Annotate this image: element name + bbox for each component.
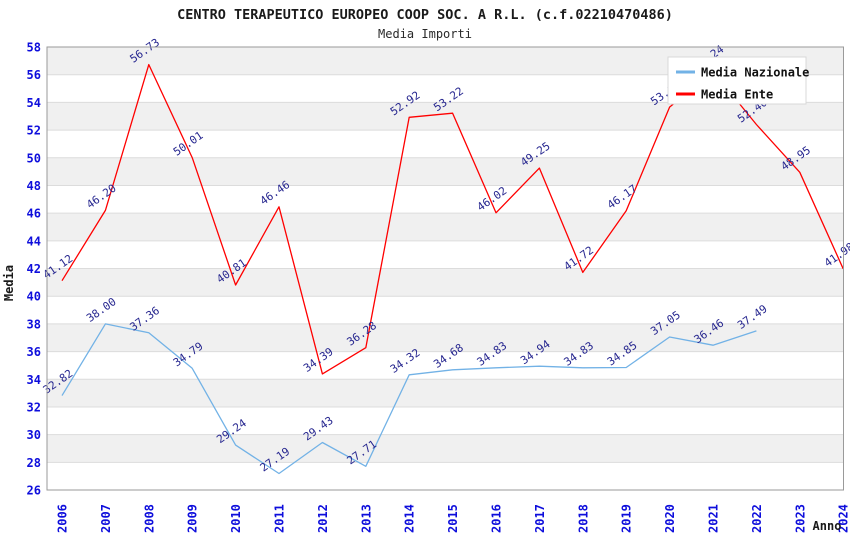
x-tick-label: 2020 bbox=[663, 504, 677, 533]
x-tick-label: 2007 bbox=[99, 504, 113, 533]
x-tick-label: 2024 bbox=[837, 504, 850, 533]
plot-band bbox=[47, 102, 844, 131]
y-tick-label: 56 bbox=[27, 68, 41, 82]
x-tick-label: 2012 bbox=[316, 504, 330, 533]
y-tick-label: 46 bbox=[27, 207, 41, 221]
legend-box bbox=[667, 56, 807, 105]
data-label: 41.98 bbox=[822, 240, 850, 270]
legend-label: Media Nazionale bbox=[701, 66, 809, 80]
x-tick-label: 2019 bbox=[620, 504, 634, 533]
y-tick-label: 52 bbox=[27, 124, 41, 138]
data-label: 46.17 bbox=[605, 182, 640, 212]
x-tick-label: 2011 bbox=[273, 504, 287, 533]
x-tick-label: 2013 bbox=[359, 504, 373, 533]
data-label: 50.01 bbox=[171, 129, 206, 159]
data-label: 38.00 bbox=[84, 295, 119, 325]
y-axis-title: Media bbox=[2, 265, 16, 301]
chart-title: CENTRO TERAPEUTICO EUROPEO COOP SOC. A R… bbox=[177, 7, 673, 23]
y-tick-label: 54 bbox=[27, 96, 41, 110]
y-tick-label: 42 bbox=[27, 262, 41, 276]
chart-subtitle: Media Importi bbox=[378, 27, 472, 41]
data-label: 46.20 bbox=[84, 182, 119, 212]
plot-band bbox=[47, 157, 844, 186]
x-tick-label: 2008 bbox=[142, 504, 156, 533]
plot-band bbox=[47, 379, 844, 407]
data-label: 46.02 bbox=[475, 184, 510, 214]
plot-band bbox=[47, 434, 844, 463]
plot-band bbox=[47, 213, 844, 241]
y-tick-label: 36 bbox=[27, 345, 41, 359]
y-tick-label: 44 bbox=[27, 234, 41, 248]
x-tick-label: 2006 bbox=[56, 504, 70, 533]
y-tick-label: 50 bbox=[27, 151, 41, 165]
y-tick-label: 34 bbox=[27, 373, 41, 387]
y-tick-label: 58 bbox=[27, 41, 41, 55]
y-tick-label: 30 bbox=[27, 428, 41, 442]
legend-label: Media Ente bbox=[701, 88, 773, 102]
x-tick-label: 2015 bbox=[446, 504, 460, 533]
x-tick-label: 2018 bbox=[576, 504, 590, 533]
y-tick-label: 48 bbox=[27, 179, 41, 193]
y-tick-label: 26 bbox=[27, 484, 41, 498]
y-tick-label: 32 bbox=[27, 400, 41, 414]
y-tick-label: 28 bbox=[27, 456, 41, 470]
x-tick-label: 2017 bbox=[533, 504, 547, 533]
y-tick-label: 38 bbox=[27, 317, 41, 331]
x-tick-label: 2022 bbox=[750, 504, 764, 533]
x-tick-label: 2021 bbox=[707, 504, 721, 533]
x-tick-label: 2023 bbox=[793, 504, 807, 533]
x-tick-label: 2016 bbox=[490, 504, 504, 533]
x-tick-label: 2010 bbox=[229, 504, 243, 533]
x-tick-label: 2014 bbox=[403, 504, 417, 533]
x-axis-title: Anno bbox=[813, 519, 842, 533]
y-tick-label: 40 bbox=[27, 290, 41, 304]
plot-band bbox=[47, 268, 844, 297]
plot-band bbox=[47, 323, 844, 352]
x-tick-label: 2009 bbox=[186, 504, 200, 533]
plot-border bbox=[46, 46, 844, 491]
series-line-media-nazionale bbox=[61, 323, 757, 475]
